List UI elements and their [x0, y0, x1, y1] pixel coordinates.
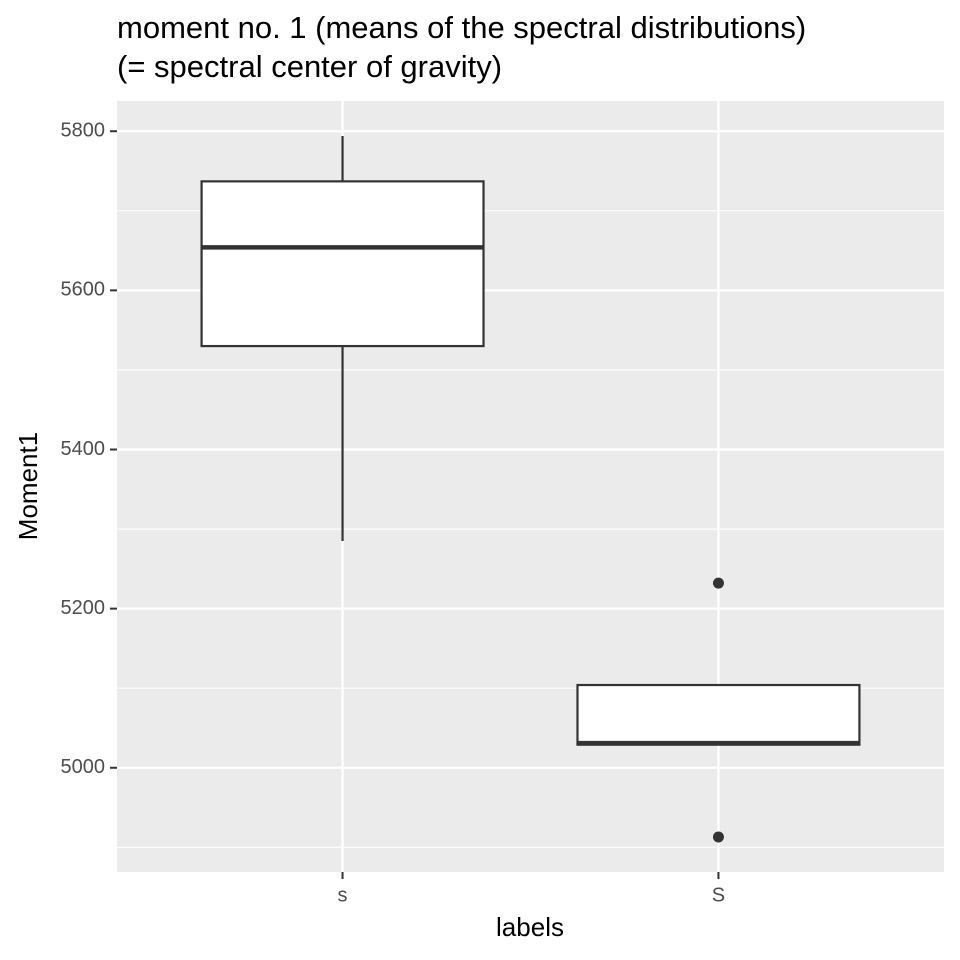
box — [576, 683, 861, 746]
y-tick-label: 5400 — [61, 438, 106, 460]
outlier — [712, 577, 724, 589]
chart-title: (= spectral center of gravity) — [117, 49, 502, 84]
y-tick-label: 5000 — [61, 756, 106, 778]
box — [200, 180, 485, 348]
x-tick-label: S — [712, 884, 725, 906]
x-axis-label: labels — [496, 912, 564, 942]
y-tick-label: 5200 — [61, 597, 106, 619]
y-tick-label: 5800 — [61, 120, 106, 142]
x-tick-label: s — [338, 884, 348, 906]
y-tick-label: 5600 — [61, 279, 106, 301]
chart-title: moment no. 1 (means of the spectral dist… — [117, 10, 806, 45]
outlier — [712, 831, 724, 843]
y-axis-label: Moment1 — [13, 432, 43, 540]
